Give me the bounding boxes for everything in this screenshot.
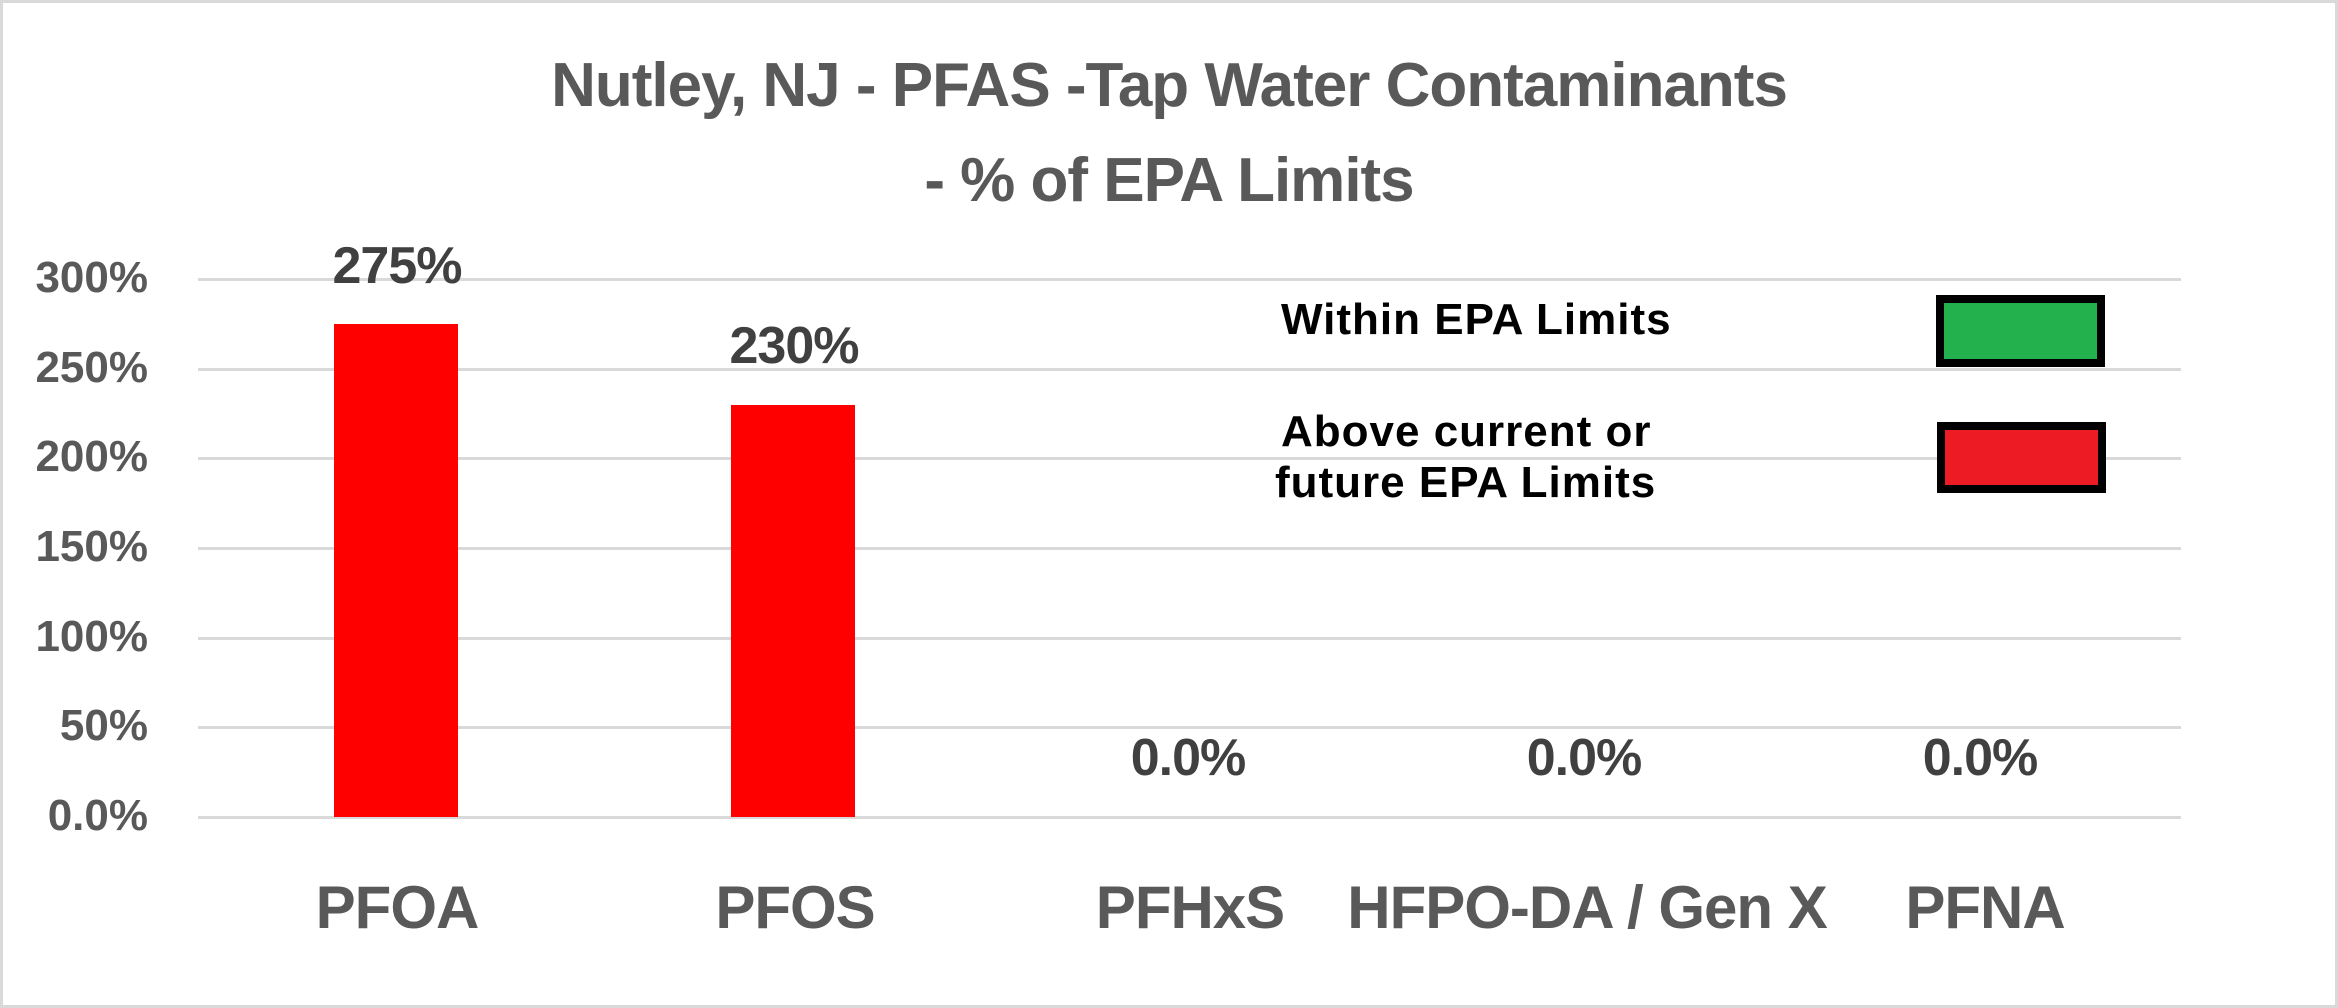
value-label-hfpo-da: 0.0% <box>1526 729 1643 787</box>
gridline-300 <box>198 278 2181 281</box>
gridline-200 <box>198 457 2181 460</box>
x-label-pfhxs: PFHxS <box>1095 874 1285 941</box>
value-label-pfos: 230% <box>729 317 860 375</box>
chart-title-line-2: - % of EPA Limits <box>924 146 1414 215</box>
legend-swatch-green <box>1936 295 2105 367</box>
y-tick-label: 250% <box>35 343 148 392</box>
legend-label-above-line-1: Above current or <box>1281 407 1652 456</box>
value-label-pfoa: 275% <box>332 237 463 295</box>
value-label-pfhxs: 0.0% <box>1130 729 1247 787</box>
x-label-hfpo-da-gen-x: HFPO-DA / Gen X <box>1347 874 1827 941</box>
gridline-50 <box>198 726 2181 729</box>
x-label-pfos: PFOS <box>715 874 875 941</box>
gridline-250 <box>198 368 2181 371</box>
chart-title-line-1: Nutley, NJ - PFAS -Tap Water Contaminant… <box>551 51 1788 120</box>
y-tick-label: 100% <box>35 612 148 661</box>
bar-pfos <box>730 404 855 817</box>
gridline-150 <box>198 547 2181 550</box>
legend-swatch-red <box>1937 422 2106 493</box>
gridline-100 <box>198 637 2181 640</box>
x-label-pfna: PFNA <box>1905 874 2065 941</box>
y-tick-label: 150% <box>35 522 148 571</box>
y-tick-label: 200% <box>35 432 148 481</box>
bar-pfoa <box>334 323 459 817</box>
y-tick-label: 0.0% <box>47 791 148 840</box>
y-tick-label: 50% <box>59 701 148 750</box>
x-label-pfoa: PFOA <box>315 874 480 941</box>
value-label-pfna: 0.0% <box>1922 729 2039 787</box>
legend-label-within: Within EPA Limits <box>1281 295 1672 344</box>
y-tick-label: 300% <box>35 253 148 302</box>
gridline-0 <box>198 816 2181 819</box>
legend-label-above-line-2: future EPA Limits <box>1275 458 1657 507</box>
